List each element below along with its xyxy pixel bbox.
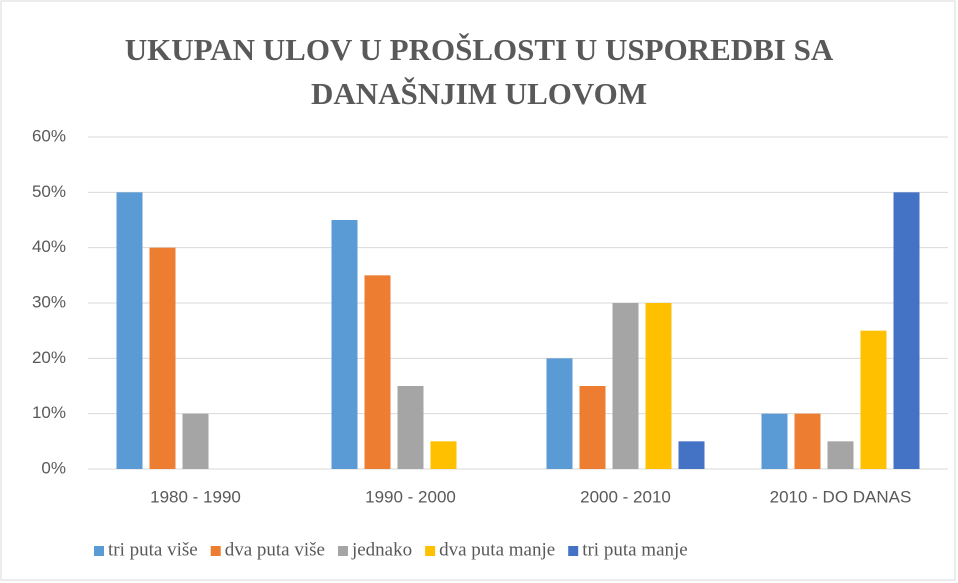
bar (182, 413, 209, 469)
bar (827, 441, 854, 469)
legend-swatch (210, 546, 221, 556)
legend-label: tri puta više (108, 539, 198, 560)
y-tick-label: 10% (32, 403, 66, 422)
bar (893, 192, 920, 470)
bar (645, 303, 672, 469)
legend-label: dva puta više (225, 539, 325, 560)
legend-label: tri puta manje (582, 539, 688, 560)
bar (397, 386, 424, 469)
chart-title: UKUPAN ULOV U PROŠLOSTI U USPOREDBI SA D… (124, 32, 834, 111)
bar (761, 413, 788, 469)
x-tick-label: 1990 - 2000 (365, 487, 456, 506)
y-tick-label: 60% (32, 126, 66, 145)
y-tick-label: 50% (32, 182, 66, 201)
bar (116, 192, 143, 470)
legend-swatch (94, 546, 104, 556)
bar (794, 413, 821, 469)
legend-label: dva puta manje (439, 539, 555, 560)
bar (860, 330, 887, 469)
bar (678, 441, 705, 469)
bar (430, 441, 457, 469)
legend-swatch (568, 546, 579, 556)
x-tick-label: 1980 - 1990 (150, 487, 241, 506)
x-tick-label: 2010 - DO DANAS (770, 487, 912, 506)
bar (579, 386, 606, 469)
bar (364, 275, 391, 469)
x-tick-label: 2000 - 2010 (580, 487, 671, 506)
legend-swatch (337, 546, 348, 556)
y-tick-label: 20% (32, 348, 66, 367)
y-tick-label: 0% (41, 458, 66, 477)
bar (331, 220, 358, 469)
bar (612, 303, 639, 469)
y-tick-label: 30% (32, 292, 66, 311)
legend-swatch (425, 546, 436, 556)
bar (149, 247, 176, 469)
y-tick-label: 40% (32, 237, 66, 256)
legend-label: jednako (351, 539, 412, 560)
bar (546, 358, 573, 469)
